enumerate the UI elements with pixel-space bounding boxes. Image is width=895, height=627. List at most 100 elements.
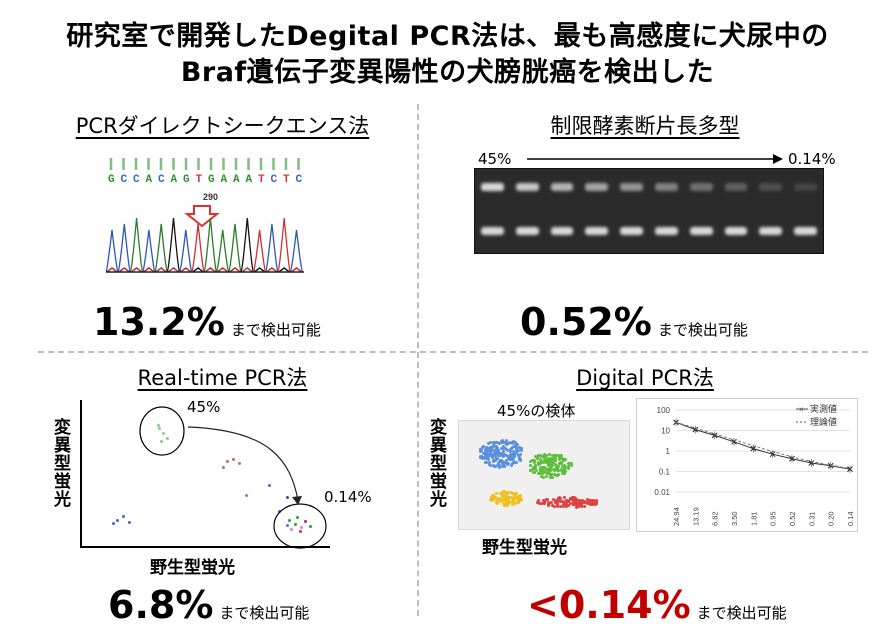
- sequence-base: C: [158, 174, 165, 186]
- sequence-base: T: [258, 174, 265, 186]
- droplet-point: [564, 499, 567, 503]
- droplet-point: [498, 442, 502, 446]
- sequence-base: A: [246, 174, 253, 186]
- droplet-point: [533, 461, 537, 465]
- droplet-point: [547, 452, 551, 456]
- droplet-point: [484, 454, 488, 458]
- droplet-point: [532, 459, 536, 463]
- gradient-arrow-icon: [527, 154, 783, 164]
- scatter-point: [122, 515, 125, 518]
- gel-band-upper: [724, 183, 748, 191]
- droplet-point: [580, 498, 584, 502]
- droplet-point: [540, 468, 544, 472]
- down-arrow-icon: [184, 205, 220, 228]
- droplet-point: [545, 459, 549, 463]
- droplet-point: [492, 463, 496, 467]
- droplet-point: [516, 449, 520, 453]
- droplet-point: [562, 502, 566, 506]
- droplet-point: [591, 502, 595, 506]
- droplet-point: [569, 464, 573, 468]
- panel-title-rflp: 制限酵素断片長多型: [550, 114, 740, 138]
- droplet-point: [512, 458, 516, 462]
- droplet-point: [513, 444, 517, 448]
- droplet-point: [478, 448, 482, 452]
- droplet-point: [560, 465, 564, 469]
- droplet-point: [518, 459, 522, 463]
- sequence-base: A: [171, 174, 178, 186]
- droplet-point: [541, 465, 545, 469]
- droplet-point: [504, 438, 508, 442]
- droplet-point: [556, 499, 560, 503]
- droplet-point: [540, 474, 544, 478]
- droplet-point: [555, 469, 559, 473]
- droplet-point: [501, 494, 505, 498]
- droplet-point: [561, 472, 565, 476]
- droplet-point: [508, 455, 512, 459]
- droplet-point: [544, 467, 548, 471]
- droplet-point: [493, 465, 497, 468]
- x-tick-label: 0.14: [846, 511, 855, 526]
- gel-band-upper: [481, 183, 504, 191]
- droplet-point: [494, 454, 498, 458]
- droplet-point: [510, 464, 514, 468]
- droplet-point: [547, 466, 551, 470]
- droplet-point: [533, 471, 537, 475]
- droplet-point: [489, 440, 493, 444]
- result-value: 13.2%: [93, 300, 225, 344]
- droplet-point: [517, 497, 521, 501]
- droplet-point: [562, 471, 566, 475]
- result-suffix: まで検出可能: [230, 321, 321, 339]
- scatter-point: [226, 460, 229, 463]
- droplet-point: [518, 493, 522, 497]
- gel-band-lower: [724, 227, 748, 235]
- droplet-point: [560, 499, 564, 503]
- droplet-point: [552, 468, 556, 472]
- scatter-point: [278, 510, 281, 513]
- droplet-point: [569, 462, 573, 466]
- droplet-point: [533, 465, 537, 469]
- droplet-point: [543, 453, 547, 457]
- droplet-point: [513, 501, 517, 505]
- x-tick-label: 0.31: [807, 511, 816, 526]
- droplet-point: [573, 502, 577, 506]
- scatter-point: [304, 520, 307, 523]
- droplet-point: [542, 498, 546, 502]
- droplet-point: [503, 440, 507, 444]
- sequence-base: C: [296, 174, 303, 186]
- droplet-point: [490, 445, 494, 449]
- droplet-point: [497, 497, 501, 501]
- scatter-point: [268, 484, 271, 487]
- scatter-point: [238, 462, 241, 465]
- droplet-point: [537, 471, 541, 475]
- droplet-point: [515, 496, 519, 500]
- x-tick-label: 0.52: [788, 511, 797, 526]
- droplet-point: [486, 442, 490, 446]
- sequence-base: C: [271, 174, 278, 186]
- droplet-point: [543, 501, 547, 504]
- droplet-point: [562, 464, 566, 467]
- droplet-point: [497, 462, 501, 466]
- droplet-point: [512, 449, 516, 453]
- droplet-point: [497, 460, 501, 464]
- droplet-point: [544, 475, 548, 479]
- scatter-point: [222, 466, 225, 469]
- droplet-point: [546, 504, 550, 508]
- droplet-point: [550, 472, 554, 476]
- droplet-point: [558, 504, 562, 508]
- droplet-point: [546, 463, 550, 467]
- sequence-base: A: [221, 174, 228, 186]
- droplet-point: [587, 499, 591, 503]
- droplet-point: [548, 460, 552, 464]
- y-axis-label: 変異型蛍光: [50, 418, 70, 508]
- droplet-point: [553, 454, 557, 458]
- droplet-point: [550, 461, 554, 465]
- droplet-point: [509, 491, 513, 495]
- droplet-point: [539, 469, 543, 473]
- droplet-point: [490, 495, 494, 499]
- log-line-chart: 100 10 1 0.1 0.01 24.94 13.19 6.82 3.50 1.81 0.95…: [636, 398, 858, 532]
- droplet-point: [545, 498, 549, 502]
- droplet-point: [540, 459, 544, 463]
- droplet-point: [539, 501, 543, 505]
- droplet-point: [489, 453, 493, 457]
